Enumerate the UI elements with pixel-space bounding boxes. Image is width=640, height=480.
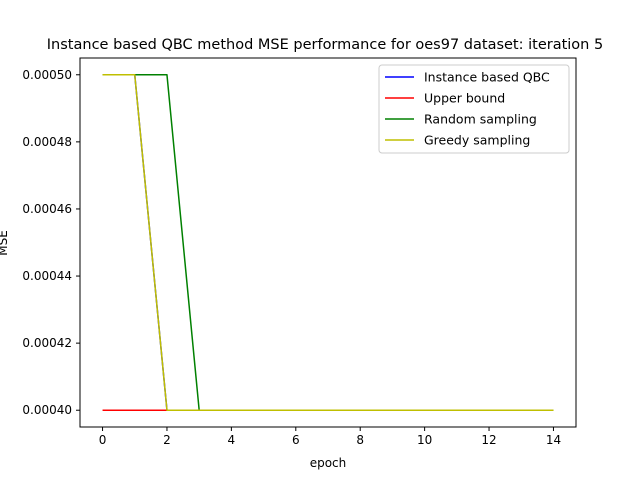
x-tick-label: 6 <box>292 433 300 447</box>
y-tick-label: 0.00050 <box>22 68 72 82</box>
plot-frame <box>79 57 577 428</box>
x-tick-label: 2 <box>163 433 171 447</box>
legend-label-3: Greedy sampling <box>424 133 530 148</box>
x-axis-ticks: 0 2 4 6 8 10 12 14 <box>99 427 561 447</box>
x-tick-label: 10 <box>417 433 432 447</box>
x-tick-label: 4 <box>228 433 236 447</box>
plot-lines <box>102 74 554 411</box>
y-axis-ticks: 0.00040 0.00042 0.00044 0.00046 0.00048 0.000… <box>22 68 80 417</box>
x-tick-label: 8 <box>356 433 364 447</box>
x-tick-label: 0 <box>99 433 107 447</box>
chart-title: Instance based QBC method MSE performanc… <box>47 37 603 53</box>
y-tick-label: 0.00042 <box>22 336 72 350</box>
x-tick-label: 14 <box>546 433 561 447</box>
legend-entries: Instance based QBC Upper bound Random samp… <box>385 70 550 148</box>
legend-label-0: Instance based QBC <box>424 70 550 85</box>
legend-label-1: Upper bound <box>424 91 505 106</box>
legend-box <box>378 64 570 154</box>
y-tick-label: 0.00040 <box>22 403 72 417</box>
series-line-3 <box>102 74 554 411</box>
y-tick-label: 0.00046 <box>22 202 72 216</box>
y-tick-label: 0.00044 <box>22 269 72 283</box>
legend: Instance based QBC Upper bound Random samp… <box>378 64 570 154</box>
x-tick-label: 12 <box>481 433 496 447</box>
legend-label-2: Random sampling <box>424 112 537 127</box>
y-tick-label: 0.00048 <box>22 135 72 149</box>
y-axis-label: MSE <box>0 230 10 256</box>
x-axis-label: epoch <box>310 456 347 470</box>
